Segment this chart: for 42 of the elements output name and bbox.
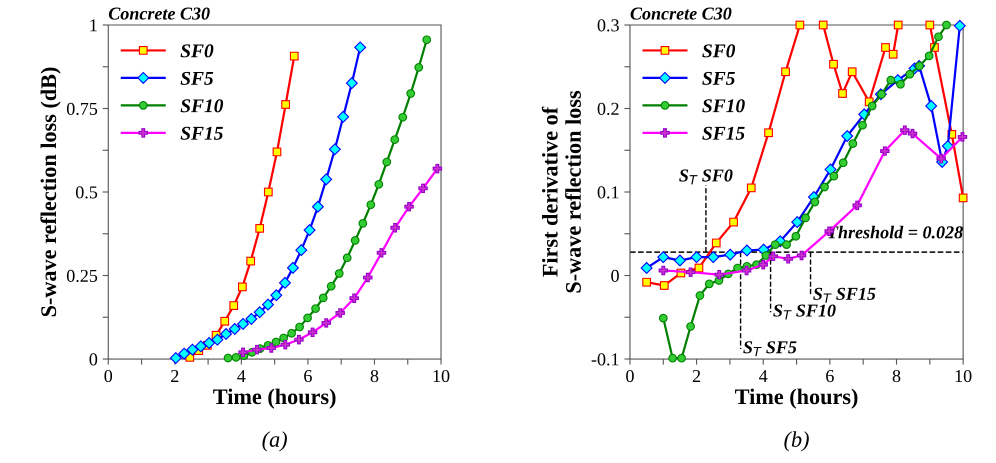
y-tick-label: 0.1 [598,186,618,199]
y-tick-label: 0 [90,353,98,366]
x-axis-title: Time (hours) [213,388,336,409]
x-tick-label: 2 [692,370,700,382]
y-tick-label: 0 [611,270,619,282]
ref-line-label: S$_{T}$ SF15 [813,288,876,303]
text: (b) [784,431,809,452]
x-axis-title: Time (hours) [735,388,858,409]
x-tick-label: 0 [104,370,112,382]
x-tick-label: 4 [237,370,246,382]
ref-line-label: S$_{T}$ SF10 [773,304,836,320]
legend-label: SF10 [180,99,224,112]
y-tick-label: 0.25 [66,270,98,282]
y-tick-label: -0.1 [592,353,618,366]
y-tick-label: 0.3 [598,19,619,32]
x-tick-label: 10 [956,370,972,382]
y-axis-title: First derivative of S-wave reflection loss [542,90,581,292]
legend-label: SF0 [180,44,214,58]
y-tick-label: 0.75 [66,102,98,116]
y-tick-label: 0.2 [598,102,619,116]
legend-title: Concrete C30 [630,7,732,20]
legend-label: SF0 [702,44,736,58]
x-tick-label: 4 [759,370,768,382]
legend-title: Concrete C30 [108,7,210,20]
x-tick-label: 6 [304,370,312,382]
x-tick-label: 2 [171,370,178,382]
legend-label: SF5 [702,72,735,85]
x-tick-label: 10 [434,370,450,382]
legend-label: SF5 [180,72,214,85]
y-tick-label: 1 [90,19,97,32]
x-tick-label: 6 [826,370,834,382]
x-tick-label: 0 [626,370,634,382]
ref-line-label: S$_{T}$ SF0 [679,169,733,184]
y-tick-label: 0.5 [76,186,98,199]
y-axis-title: S-wave reflection loss (dB) [40,68,61,316]
x-tick-label: 8 [892,370,900,382]
legend-label: SF10 [702,99,745,112]
text: (a) [262,431,287,452]
legend-label: SF15 [180,126,223,140]
ref-line-label: S$_{T}$ SF5 [743,341,796,356]
x-tick-label: 8 [370,370,378,382]
legend-label: SF15 [702,126,745,140]
